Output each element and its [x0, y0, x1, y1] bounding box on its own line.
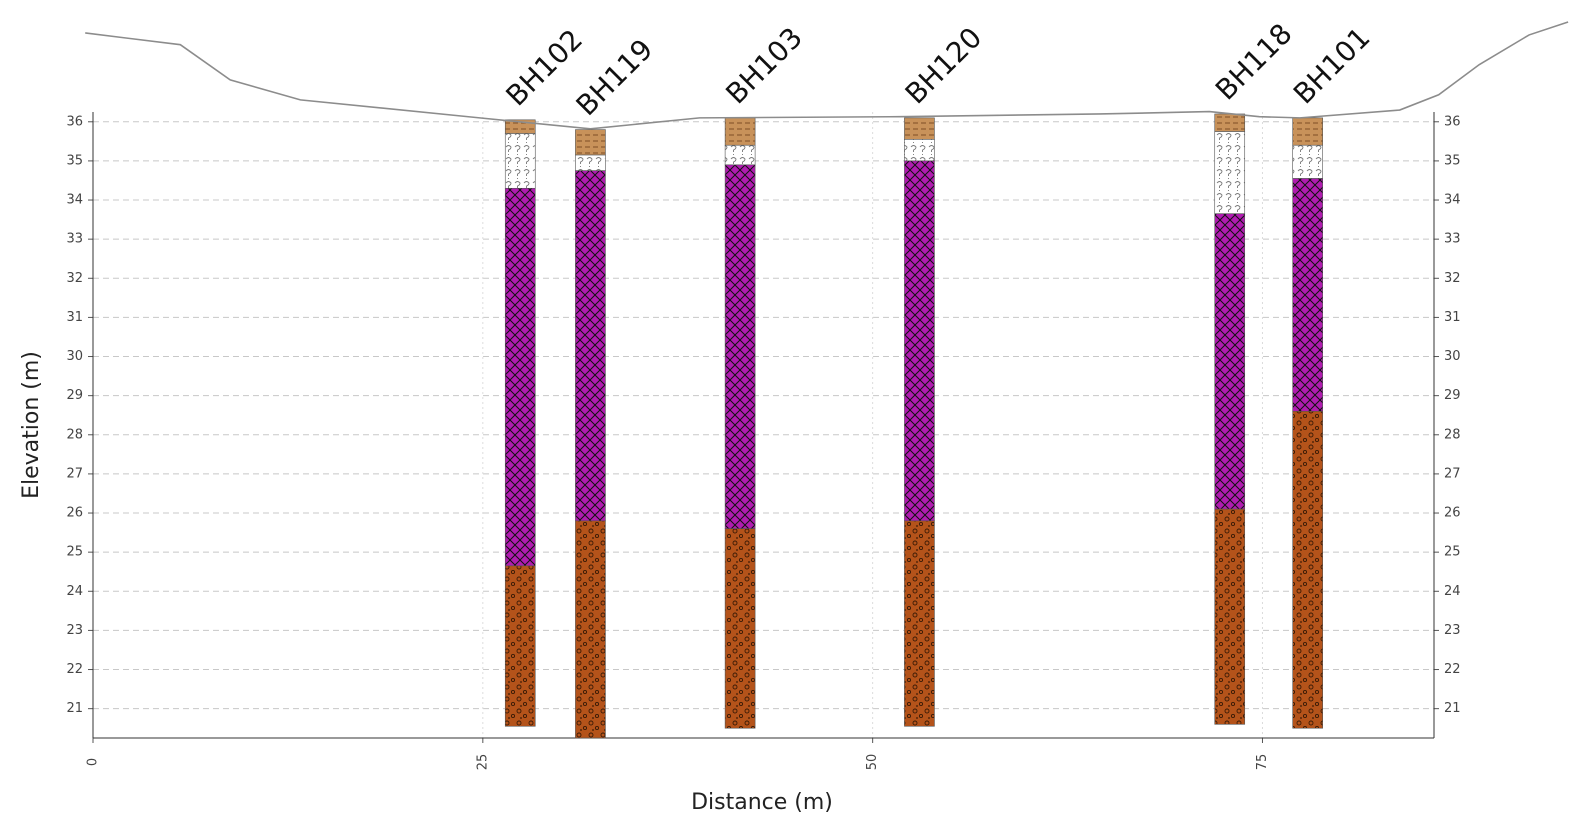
y-tick-label: 36: [66, 114, 83, 129]
y2-tick-label: 33: [1444, 232, 1461, 247]
layer-pattern: [504, 187, 536, 567]
y-tick-label: 34: [66, 193, 83, 208]
y-tick-label: 24: [66, 584, 83, 599]
y2-tick-label: 22: [1444, 662, 1461, 677]
layer-pattern: [904, 520, 935, 727]
y-tick-label: 26: [66, 506, 83, 521]
layer-pattern: [1292, 411, 1323, 729]
y2-tick-label: 26: [1444, 506, 1461, 521]
y-tick-label: 27: [66, 466, 83, 481]
y2-tick-label: 28: [1444, 427, 1461, 442]
y2-tick-label: 32: [1444, 271, 1461, 286]
layer-pattern: [904, 139, 935, 162]
layer-pattern: [1214, 213, 1246, 510]
layer-pattern: [1292, 144, 1323, 179]
ground-profile: [85, 21, 1569, 130]
y2-tick-label: 25: [1444, 545, 1461, 560]
y-tick-label: 22: [66, 662, 83, 677]
y-tick-label: 25: [66, 545, 83, 560]
y2-tick-label: 30: [1444, 349, 1461, 364]
layer-pattern: [575, 170, 606, 522]
y-tick-label: 30: [66, 349, 83, 364]
y-tick-label: 23: [66, 623, 83, 638]
layer-pattern: [904, 160, 935, 522]
layer-pattern: [1214, 131, 1246, 215]
y-tick-label: 21: [66, 701, 83, 716]
y2-tick-label: 31: [1444, 310, 1461, 325]
y-tick-label: 35: [66, 153, 83, 168]
x-tick-label: 50: [865, 754, 880, 771]
borehole-label: BH101: [1287, 21, 1377, 111]
borehole-label: BH103: [719, 21, 809, 111]
layer-pattern: [724, 144, 756, 166]
layer-pattern: [1214, 508, 1246, 725]
layer-pattern: [1292, 117, 1323, 146]
layer-pattern: [504, 565, 536, 727]
y-tick-label: 33: [66, 232, 83, 247]
layer-pattern: [724, 528, 756, 729]
layer-pattern: [1292, 178, 1323, 412]
y2-tick-label: 24: [1444, 584, 1461, 599]
y-tick-label: 32: [66, 271, 83, 286]
layer-pattern: [504, 133, 536, 189]
y-axis-title: Elevation (m): [19, 351, 44, 499]
y-tick-label: 29: [66, 388, 83, 403]
y2-tick-label: 21: [1444, 701, 1461, 716]
y2-tick-label: 23: [1444, 623, 1461, 638]
layer-pattern: [575, 129, 606, 156]
layer-pattern: [724, 117, 756, 146]
layer-pattern: [724, 164, 756, 529]
y2-tick-label: 34: [1444, 193, 1461, 208]
borehole-label: BH120: [899, 21, 989, 111]
layer-pattern: [575, 154, 606, 171]
y-tick-label: 31: [66, 310, 83, 325]
y2-tick-label: 36: [1444, 114, 1461, 129]
y2-tick-label: 35: [1444, 153, 1461, 168]
x-tick-label: 25: [475, 754, 490, 771]
x-tick-label: 0: [86, 758, 101, 766]
layer-pattern: [575, 520, 606, 739]
layer-pattern: [1214, 113, 1246, 132]
y2-tick-label: 29: [1444, 388, 1461, 403]
borehole-label: BH118: [1209, 17, 1299, 107]
x-tick-label: 75: [1255, 754, 1270, 771]
x-axis-title: Distance (m): [691, 790, 833, 815]
layer-pattern: [904, 117, 935, 140]
y2-tick-label: 27: [1444, 466, 1461, 481]
y-tick-label: 28: [66, 427, 83, 442]
